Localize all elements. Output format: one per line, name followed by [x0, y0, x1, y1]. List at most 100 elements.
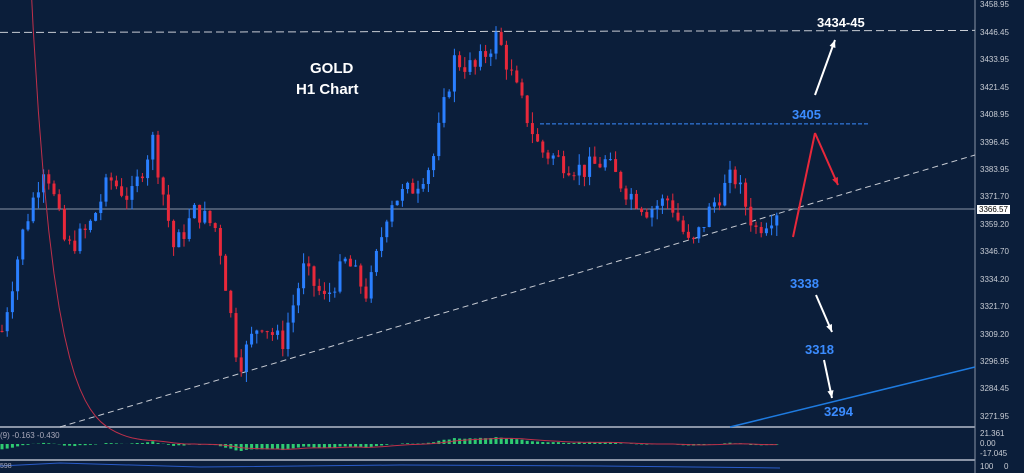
candle-body: [707, 206, 711, 228]
candle-body: [21, 229, 25, 260]
candle-body: [744, 182, 748, 207]
candle-body: [754, 225, 758, 227]
candle-body: [203, 210, 207, 223]
support3-label: 3294: [824, 404, 853, 419]
y-tick-label: 3334.20: [980, 274, 1009, 284]
candle-body: [36, 192, 40, 198]
candle-body: [281, 330, 285, 350]
candle-body: [619, 171, 623, 189]
candle-body: [328, 292, 332, 294]
candle-body: [593, 156, 597, 164]
candle-body: [541, 141, 545, 153]
y-tick-label: 3383.95: [980, 165, 1009, 175]
candle-body: [229, 290, 233, 314]
candle-body: [494, 31, 498, 54]
candle-body: [411, 182, 415, 194]
candle-body: [406, 182, 410, 189]
y-tick-label: 3446.45: [980, 27, 1009, 37]
lower-indicator-line: [0, 462, 781, 469]
candle-body: [296, 288, 300, 306]
candle-body: [432, 156, 436, 171]
candle-body: [125, 195, 129, 200]
candle-body: [250, 333, 254, 345]
candle-body: [369, 272, 373, 299]
y-tick-label: 3284.45: [980, 384, 1009, 394]
candle-body: [302, 263, 306, 289]
candle-body: [286, 322, 290, 350]
candle-body: [510, 69, 514, 71]
candle-body: [588, 156, 592, 177]
support1-label: 3338: [790, 276, 819, 291]
candle-body: [26, 221, 30, 230]
candle-body: [614, 159, 618, 172]
candle-body: [712, 202, 716, 207]
candle-body: [598, 163, 602, 168]
candle-body: [62, 208, 66, 240]
candle-body: [109, 177, 113, 181]
candle-body: [478, 51, 482, 67]
macd-label: (9) -0.163 -0.430: [0, 431, 60, 440]
candle-body: [192, 204, 196, 219]
candle-body: [218, 228, 222, 256]
candle-body: [442, 97, 446, 123]
resistance-label: 3405: [792, 107, 821, 122]
candle-body: [702, 227, 706, 229]
candle-body: [525, 95, 529, 124]
lower-tick: 100: [980, 462, 994, 471]
candle-body: [156, 134, 160, 178]
red-arrow-down: [814, 132, 839, 186]
candle-body: [452, 55, 456, 92]
candle-body: [161, 177, 165, 195]
candle-body: [686, 231, 690, 238]
candle-body: [10, 291, 14, 313]
candle-body: [348, 258, 352, 267]
candle-body: [770, 225, 774, 229]
candle-body: [42, 174, 46, 193]
candle-body: [504, 44, 508, 70]
candle-body: [416, 188, 420, 194]
candle-body: [473, 60, 477, 67]
candle-body: [104, 177, 108, 202]
candle-body: [515, 70, 519, 83]
candle-body: [307, 263, 311, 267]
lower-tick: 0: [1004, 462, 1009, 471]
candle-body: [551, 155, 555, 159]
macd-tick: -17.045: [980, 449, 1008, 458]
candle-body: [83, 228, 87, 231]
candle-body: [603, 159, 607, 168]
candle-body: [718, 202, 722, 206]
candle-body: [239, 357, 243, 372]
target-high-label: 3434-45: [817, 15, 865, 30]
candle-body: [728, 169, 732, 183]
support-trendline: [729, 366, 976, 428]
candle-body: [120, 186, 124, 196]
candle-body: [333, 291, 337, 293]
macd-signal-line: [31, 0, 777, 450]
candle-body: [0, 330, 4, 332]
y-tick-label: 3433.95: [980, 55, 1009, 65]
candle-body: [385, 221, 389, 238]
candle-body: [276, 330, 280, 335]
candle-body: [260, 330, 264, 332]
chart-subtitle: H1 Chart: [296, 81, 359, 98]
candle-body: [692, 237, 696, 239]
candle-body: [68, 239, 72, 241]
candle-body: [364, 286, 368, 299]
arrow-down-1-head: [826, 324, 832, 332]
candle-body: [380, 237, 384, 251]
candle-body: [400, 188, 404, 201]
candle-body: [499, 31, 503, 45]
candle-body: [723, 182, 727, 206]
candle-body: [57, 194, 61, 209]
candle-body: [676, 212, 680, 221]
candle-body: [582, 164, 586, 177]
resistance-dashed-line: [0, 29, 976, 33]
candle-body: [629, 193, 633, 200]
candle-body: [187, 218, 191, 239]
candle-body: [16, 259, 20, 292]
y-tick-label: 3408.95: [980, 110, 1009, 120]
red-arrow-up: [792, 132, 816, 238]
candle-body: [99, 201, 103, 214]
candle-body: [681, 220, 685, 232]
